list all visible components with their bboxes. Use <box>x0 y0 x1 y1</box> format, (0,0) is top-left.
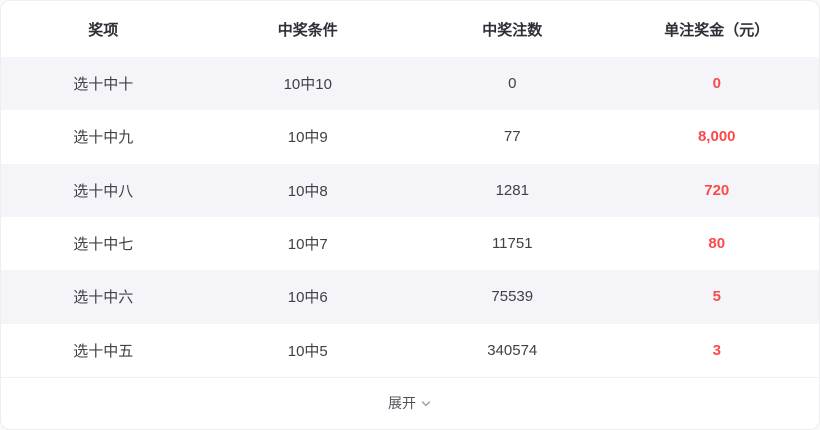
condition-cell: 10中9 <box>287 129 328 147</box>
header-winning-bets: 中奖注数 <box>482 21 543 39</box>
expand-button-label: 展开 <box>388 395 416 412</box>
prize-level-cell: 选十中七 <box>73 236 134 254</box>
expand-button[interactable]: 展开 <box>388 393 432 413</box>
prize-level-cell: 选十中十 <box>73 76 134 94</box>
prize-level-cell: 选十中九 <box>73 129 134 147</box>
condition-cell: 10中6 <box>287 289 328 307</box>
bet-count-cell: 0 <box>508 75 517 93</box>
header-prize-level: 奖项 <box>88 21 119 39</box>
table-header-row: 奖项 中奖条件 中奖注数 单注奖金（元） <box>1 1 819 57</box>
bet-count-cell: 75539 <box>491 288 534 306</box>
table-row: 选十中七 10中7 11751 80 <box>1 217 819 270</box>
prize-amount-cell: 720 <box>704 181 730 199</box>
header-winning-condition: 中奖条件 <box>277 21 338 39</box>
prize-amount-cell: 5 <box>712 288 721 306</box>
bet-count-cell: 11751 <box>491 235 533 253</box>
condition-cell: 10中7 <box>287 236 328 254</box>
chevron-down-icon <box>420 398 432 410</box>
prize-level-cell: 选十中六 <box>73 289 134 307</box>
condition-cell: 10中8 <box>287 182 328 200</box>
table-row: 选十中十 10中10 0 0 <box>1 57 819 111</box>
condition-cell: 10中10 <box>283 76 332 94</box>
prize-amount-cell: 0 <box>712 75 721 93</box>
prize-level-cell: 选十中五 <box>73 342 134 360</box>
condition-cell: 10中5 <box>287 342 328 360</box>
table-row: 选十中五 10中5 340574 3 <box>1 324 819 377</box>
table-footer: 展开 <box>1 376 819 429</box>
table-row: 选十中九 10中9 77 8,000 <box>1 110 819 163</box>
table-row: 选十中八 10中8 1281 720 <box>1 163 819 217</box>
table-row: 选十中六 10中6 75539 5 <box>1 270 819 324</box>
prize-amount-cell: 3 <box>712 341 721 359</box>
bet-count-cell: 1281 <box>495 181 529 199</box>
bet-count-cell: 340574 <box>487 341 538 359</box>
prize-amount-cell: 8,000 <box>697 128 736 146</box>
prize-amount-cell: 80 <box>708 235 726 253</box>
bet-count-cell: 77 <box>503 128 521 146</box>
header-prize-per-bet: 单注奖金（元） <box>664 21 770 39</box>
prize-level-cell: 选十中八 <box>73 182 134 200</box>
